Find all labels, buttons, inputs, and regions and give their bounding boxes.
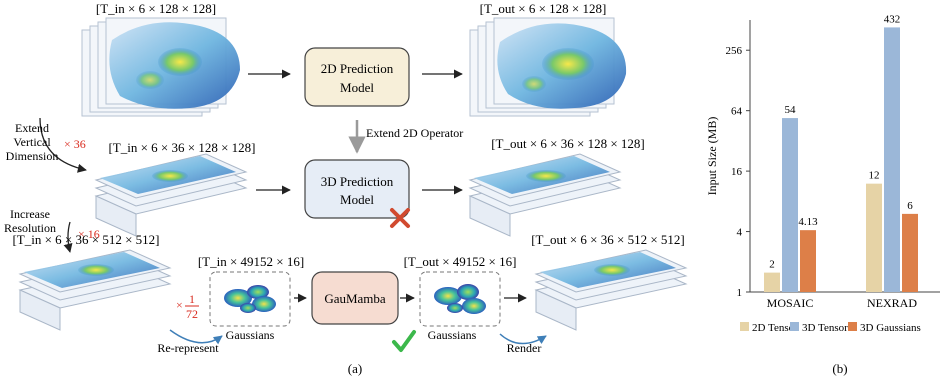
success-check-icon: [392, 330, 416, 352]
row2-output-shape: [T_out × 6 × 36 × 128 × 128]: [491, 136, 645, 151]
legend-label: 2D Tensor: [752, 322, 798, 334]
extend-vertical-arrow: [39, 117, 87, 173]
gauss-out-shape: [T_out × 49152 × 16]: [404, 254, 517, 269]
row2-model-label-2: Model: [340, 192, 374, 207]
extend-operator-label: Extend 2D Operator: [366, 126, 463, 140]
increase-resolution-factor: × 16: [78, 227, 100, 241]
extend-vertical-line1: Extend: [15, 121, 49, 135]
row2-input-shape: [T_in × 6 × 36 × 128 × 128]: [108, 140, 255, 155]
row1-model-box: 2D Prediction Model: [304, 47, 410, 107]
y-axis-label: Input Size (MB): [705, 117, 719, 196]
gaussians-out-box: [419, 271, 501, 327]
increase-resolution-line1: Increase: [10, 207, 50, 221]
gaussians-in-box: [209, 271, 291, 327]
bar-value-label: 6: [907, 200, 913, 212]
x-categories: MOSAIC NEXRAD: [767, 296, 918, 310]
extend-vertical-line3: Dimension: [6, 149, 59, 163]
row1-model-label-1: 2D Prediction: [321, 61, 394, 76]
extend-vertical-factor: × 36: [64, 137, 86, 151]
rerepresent-arrow: [169, 329, 223, 345]
row3-input-volume: [18, 249, 172, 331]
factor-numerator: 1: [189, 292, 195, 306]
gaussians-label-in: Gaussians: [226, 328, 275, 342]
y-ticks: 1 4 16 64 256: [726, 45, 750, 299]
y-tick-label: 64: [731, 106, 743, 118]
bar-3d-tensor-nexrad: [884, 27, 900, 293]
legend-swatch: [790, 322, 799, 331]
gaumamba-label: GauMamba: [324, 291, 386, 306]
row2-output-volume: [468, 153, 622, 237]
row1-input-frames: [81, 17, 240, 117]
row1-output-frames: [469, 17, 627, 117]
y-tick-label: 256: [726, 45, 743, 57]
rerepresent-label: Re-represent: [157, 341, 219, 355]
row3-output-volume: [534, 249, 688, 331]
y-tick-label: 1: [737, 287, 743, 299]
legend-swatch: [848, 322, 857, 331]
gaussians-label-out: Gaussians: [428, 328, 477, 342]
increase-resolution-line2: Resolution: [4, 221, 56, 235]
bars: 2 54 4.13 12 432 6: [764, 13, 918, 293]
render-label: Render: [507, 341, 542, 355]
fail-cross-icon: [390, 208, 410, 228]
bar-value-label: 12: [869, 170, 880, 182]
y-tick-label: 4: [737, 227, 743, 239]
legend-swatch: [740, 322, 749, 331]
factor-denominator: 72: [186, 307, 198, 321]
factor-times: ×: [176, 298, 183, 312]
row1-model-label-2: Model: [340, 80, 374, 95]
y-tick-label: 16: [731, 166, 743, 178]
row2-input-volume: [94, 153, 248, 237]
panel-b-caption: (b): [832, 361, 847, 376]
bar-value-label: 432: [884, 13, 901, 25]
bar-value-label: 54: [785, 104, 797, 116]
bar-3d-gaussians-mosaic: [800, 230, 816, 292]
panel-a-caption: (a): [348, 361, 362, 376]
render-arrow: [499, 333, 547, 345]
row2-model-label-1: 3D Prediction: [321, 174, 394, 189]
row3-output-shape: [T_out × 6 × 36 × 512 × 512]: [531, 232, 685, 247]
legend-label: 3D Gaussians: [860, 322, 921, 334]
row1-input-shape: [T_in × 6 × 128 × 128]: [96, 1, 216, 16]
bar-2d-tensor-mosaic: [764, 272, 780, 292]
extend-vertical-line2: Vertical: [13, 135, 51, 149]
bar-3d-tensor-mosaic: [782, 118, 798, 292]
bar-2d-tensor-nexrad: [866, 183, 882, 292]
bar-value-label: 2: [769, 259, 775, 271]
increase-resolution-arrow: [63, 221, 73, 253]
row2-model-box: 3D Prediction Model: [304, 159, 410, 219]
gaumamba-box: GauMamba: [311, 271, 399, 325]
panel-a: [T_in × 6 × 128 × 128] 2D Prediction Mod…: [4, 1, 688, 376]
bar-value-label: 4.13: [798, 216, 818, 228]
x-category-label: NEXRAD: [867, 296, 917, 310]
legend-label: 3D Tensor: [802, 322, 848, 334]
bar-3d-gaussians-nexrad: [902, 213, 918, 292]
chart-legend: 2D Tensor 3D Tensor 3D Gaussians: [740, 322, 921, 334]
row3-input-shape: [T_in × 6 × 36 × 512 × 512]: [12, 232, 159, 247]
x-category-label: MOSAIC: [767, 296, 814, 310]
gauss-in-shape: [T_in × 49152 × 16]: [198, 254, 304, 269]
row1-output-shape: [T_out × 6 × 128 × 128]: [480, 1, 607, 16]
